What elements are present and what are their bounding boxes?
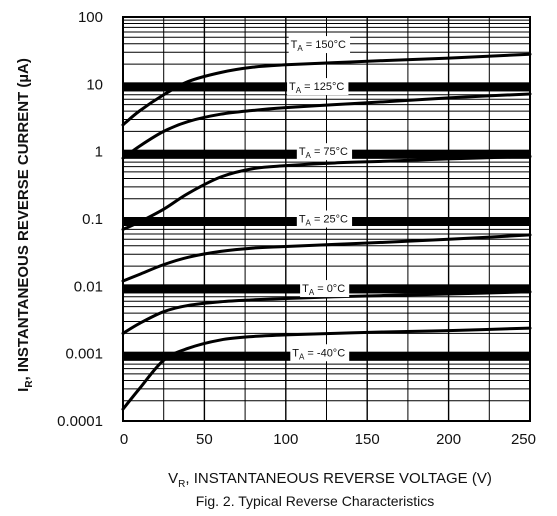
x-tick-label: 150 bbox=[355, 431, 380, 448]
annotation-2: TA = 75°C bbox=[296, 143, 353, 161]
x-tick-label: 50 bbox=[196, 431, 213, 448]
annotation-bg bbox=[296, 143, 353, 161]
y-tick-label: 1 bbox=[95, 144, 103, 161]
y-axis-label: IR, INSTANTANEOUS REVERSE CURRENT (µA) bbox=[15, 58, 35, 392]
y-tick-label: 0.1 bbox=[82, 211, 103, 228]
annotation-label: TA = 25°C bbox=[299, 213, 348, 227]
y-tick-label: 0.0001 bbox=[57, 413, 103, 430]
x-tick-label: 250 bbox=[511, 431, 536, 448]
y-tick-labels: 100 10 1 0.1 0.01 0.001 0.0001 bbox=[57, 9, 103, 430]
series-line-2 bbox=[121, 154, 532, 231]
annotation-bg bbox=[296, 210, 353, 228]
annotation-5: TA = -40°C bbox=[290, 344, 350, 362]
annotation-4: TA = 0°C bbox=[300, 280, 350, 298]
series-line-0 bbox=[121, 52, 532, 127]
series-line-3 bbox=[121, 233, 532, 283]
annotation-label: TA = 0°C bbox=[302, 283, 345, 297]
annotation-0: TA = 150°C bbox=[288, 36, 351, 54]
y-tick-label: 0.001 bbox=[65, 346, 103, 363]
y-tick-label: 0.01 bbox=[74, 278, 103, 295]
annotation-bg bbox=[287, 78, 349, 96]
annotation-label: TA = -40°C bbox=[292, 347, 345, 361]
series-line-5 bbox=[121, 326, 532, 411]
x-tick-label: 0 bbox=[120, 431, 128, 448]
annotation-bg bbox=[290, 344, 350, 362]
x-axis-label: VR, INSTANTANEOUS REVERSE VOLTAGE (V) bbox=[168, 470, 492, 490]
x-tick-label: 200 bbox=[436, 431, 461, 448]
annotation-label: TA = 75°C bbox=[299, 146, 348, 160]
series-line-1 bbox=[121, 92, 532, 160]
annotation-3: TA = 25°C bbox=[296, 210, 353, 228]
figure-caption: Fig. 2. Typical Reverse Characteristics bbox=[196, 493, 435, 509]
series-line-4 bbox=[121, 290, 532, 335]
plot-frame bbox=[122, 16, 531, 422]
annotation-bg bbox=[300, 280, 350, 298]
y-tick-label: 100 bbox=[78, 9, 103, 26]
annotation-label: TA = 150°C bbox=[291, 39, 346, 53]
annotation-1: TA = 125°C bbox=[287, 78, 349, 96]
y-tick-label: 10 bbox=[86, 76, 103, 93]
x-tick-label: 100 bbox=[273, 431, 298, 448]
x-tick-labels: 0 50 100 150 200 250 bbox=[120, 431, 536, 448]
annotation-bg bbox=[288, 36, 351, 54]
annotation-label: TA = 125°C bbox=[289, 81, 344, 95]
series-curves bbox=[121, 52, 532, 411]
annotations: TA = 150°C TA = 125°C TA = 75°C TA = 25°C TA… bbox=[287, 36, 353, 362]
